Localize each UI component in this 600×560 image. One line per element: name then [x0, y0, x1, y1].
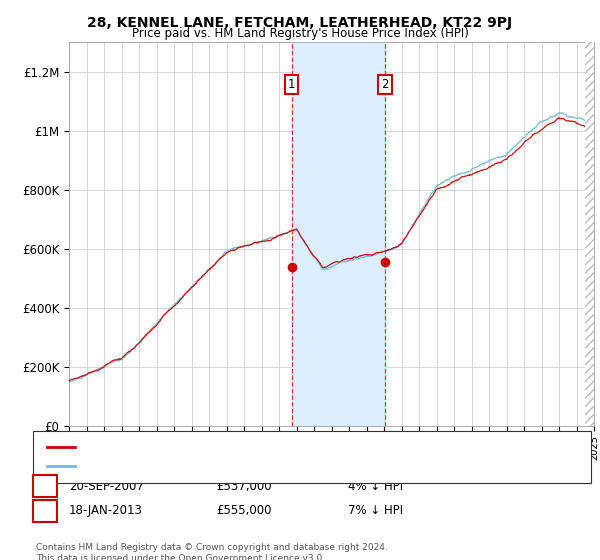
Bar	[292, 42, 385, 426]
Text: Price paid vs. HM Land Registry's House Price Index (HPI): Price paid vs. HM Land Registry's House …	[131, 27, 469, 40]
Text: 18-JAN-2013: 18-JAN-2013	[69, 504, 143, 517]
Text: Contains HM Land Registry data © Crown copyright and database right 2024.
This d: Contains HM Land Registry data © Crown c…	[36, 543, 388, 560]
Text: 2: 2	[41, 504, 49, 517]
Text: 1: 1	[288, 78, 295, 91]
Text: 2: 2	[381, 78, 389, 91]
Bar	[585, 42, 596, 426]
Text: £537,000: £537,000	[216, 479, 272, 493]
Text: 1: 1	[41, 479, 49, 493]
Text: 28, KENNEL LANE, FETCHAM, LEATHERHEAD, KT22 9PJ (detached house): 28, KENNEL LANE, FETCHAM, LEATHERHEAD, K…	[79, 442, 455, 452]
Text: 4% ↓ HPI: 4% ↓ HPI	[348, 479, 403, 493]
Text: HPI: Average price, detached house, Mole Valley: HPI: Average price, detached house, Mole…	[79, 461, 331, 472]
Text: 28, KENNEL LANE, FETCHAM, LEATHERHEAD, KT22 9PJ: 28, KENNEL LANE, FETCHAM, LEATHERHEAD, K…	[88, 16, 512, 30]
Text: 7% ↓ HPI: 7% ↓ HPI	[348, 504, 403, 517]
Text: £555,000: £555,000	[216, 504, 271, 517]
Text: 20-SEP-2007: 20-SEP-2007	[69, 479, 144, 493]
